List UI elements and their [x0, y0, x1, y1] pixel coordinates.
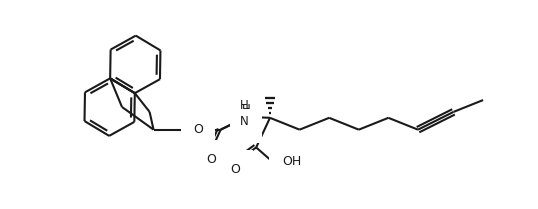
Text: H: H [240, 99, 249, 112]
Text: O: O [230, 163, 240, 176]
Text: O: O [206, 153, 216, 166]
Text: OH: OH [282, 155, 301, 168]
Text: O: O [193, 123, 203, 136]
Text: N: N [240, 115, 249, 128]
Text: H
N: H N [242, 103, 251, 131]
